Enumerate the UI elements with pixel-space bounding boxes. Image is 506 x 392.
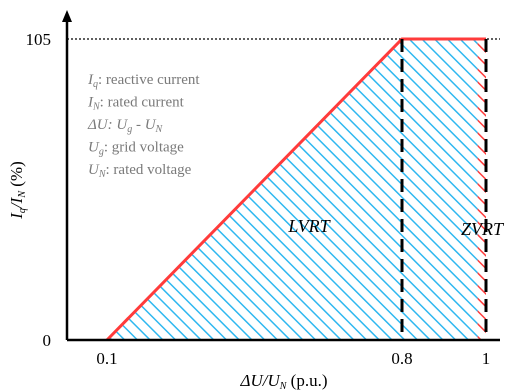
x-tick-label: 0.8 — [391, 349, 412, 368]
y-tick-label: 105 — [26, 30, 52, 49]
legend-item: UN: rated voltage — [88, 162, 192, 180]
legend-item: ΔU: Ug - UN — [87, 117, 164, 135]
y-axis-label: Iq/IN (%) — [7, 161, 28, 219]
x-tick-label: 0.1 — [96, 349, 117, 368]
zvrt-region — [477, 39, 486, 340]
legend-item: IN: rated current — [87, 95, 185, 113]
x-axis-label: ΔU/UN (p.u.) — [239, 371, 327, 392]
y-tick-label: 0 — [43, 331, 52, 350]
lvrt-region — [107, 39, 478, 340]
dashed-boundaries — [400, 39, 488, 340]
legend-item: Iq: reactive current — [87, 72, 200, 90]
y-axis-arrow-icon — [62, 10, 72, 22]
zvrt-label: ZVRT — [461, 219, 505, 239]
lvrt-label: LVRT — [287, 216, 331, 236]
tick-labels: 0.1 0.8 1 0 105 — [26, 30, 491, 368]
legend: Iq: reactive current IN: rated current ΔU:… — [87, 72, 200, 180]
legend-item: Ug: grid voltage — [88, 140, 184, 158]
x-tick-label: 1 — [482, 349, 491, 368]
